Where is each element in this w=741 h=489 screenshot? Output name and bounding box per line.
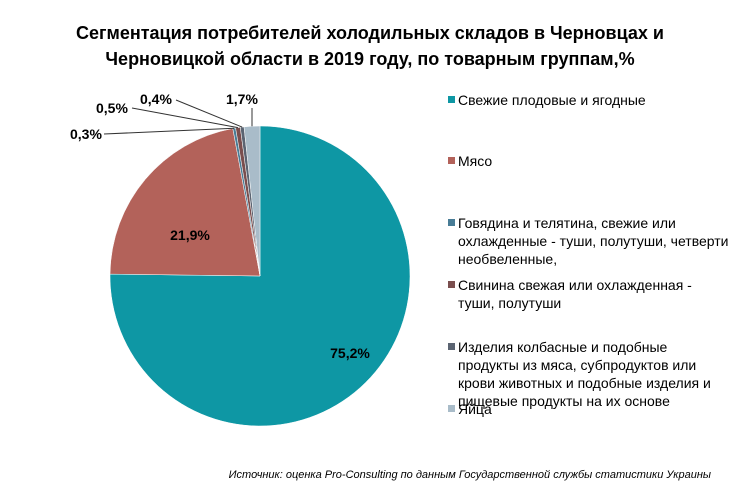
data-label: 21,9% (170, 227, 210, 243)
legend: Свежие плодовые и ягодные Мясо Говядина и … (448, 0, 738, 489)
legend-label: Яйца (458, 401, 492, 417)
legend-swatch (448, 219, 455, 226)
leader-line (175, 99, 243, 128)
leader-line (103, 127, 235, 135)
legend-swatch (448, 343, 455, 350)
legend-swatch (448, 96, 455, 103)
legend-label: Говядина и телятина, свежие или охлажден… (458, 215, 729, 267)
legend-swatch (448, 157, 455, 164)
legend-label: Мясо (458, 153, 493, 169)
data-label: 0,5% (96, 100, 128, 116)
legend-swatch (448, 281, 455, 288)
data-label: 1,7% (226, 91, 258, 107)
source-note: Источник: оценка Pro-Consulting по данны… (228, 469, 711, 481)
legend-swatch (448, 405, 455, 412)
pie-slice (109, 128, 261, 277)
legend-label: Изделия колбасные и подобные продукты из… (458, 339, 711, 409)
pie-slice (243, 125, 261, 277)
pie-slice (109, 125, 411, 427)
legend-label: Свинина свежая или охлажденная - туши, п… (458, 277, 692, 311)
legend-label: Свежие плодовые и ягодные (458, 92, 646, 108)
data-label: 0,3% (70, 126, 102, 142)
data-label: 0,4% (140, 91, 172, 107)
data-label: 75,2% (330, 345, 370, 361)
chart-title: Сегментация потребителей холодильных скл… (76, 23, 664, 69)
leader-line (131, 107, 239, 129)
